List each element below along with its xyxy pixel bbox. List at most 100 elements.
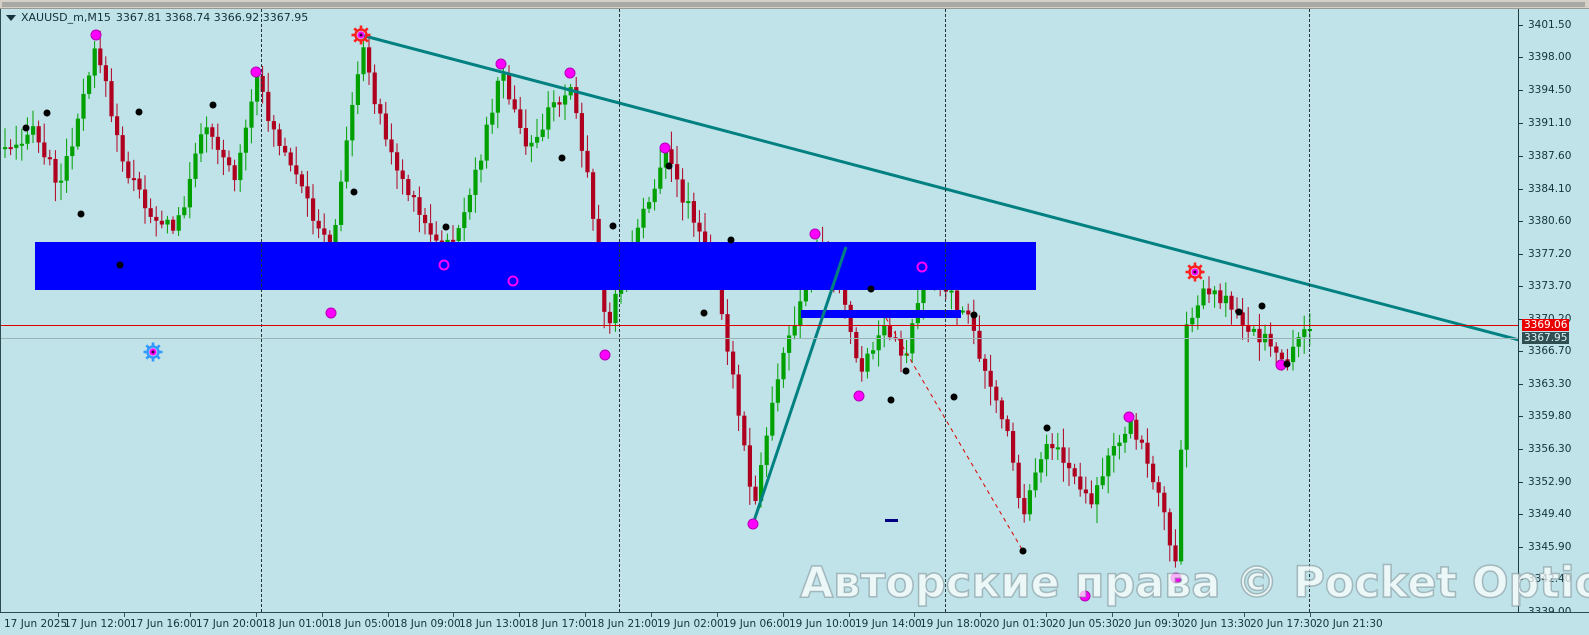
ask-price-line [1,338,1518,339]
time-tick [519,613,520,617]
black-dot-marker [209,101,217,109]
black-dot-marker [700,309,708,317]
time-axis-label: 19 Jun 18:00 [920,618,987,630]
price-tick [1519,481,1523,483]
ask-price-badge: 3367.95 [1522,332,1570,344]
time-axis-label: 18 Jun 05:00 [328,618,395,630]
time-tick [124,613,125,617]
time-tick [1046,613,1047,617]
magenta-dot-marker [1079,590,1091,602]
time-axis-label: 19 Jun 14:00 [855,618,922,630]
time-tick [849,613,850,617]
time-axis-label: 20 Jun 17:30 [1250,618,1317,630]
price-tick [1519,24,1523,26]
magenta-dot-marker [564,67,576,79]
black-dot-marker [350,188,358,196]
descending-red-dashed[interactable] [885,317,1024,552]
descending-resistance[interactable] [360,33,1518,342]
time-axis-label: 17 Jun 16:00 [130,618,197,630]
time-axis-label: 17 Jun 20:00 [196,618,263,630]
session-separator-line [619,9,620,612]
time-axis-label: 18 Jun 09:00 [394,618,461,630]
black-dot-marker [77,210,85,218]
price-tick [1519,579,1523,581]
time-tick [585,613,586,617]
trendline-layer [360,33,1518,552]
black-dot-marker [609,222,617,230]
magenta-dot-marker [1170,572,1182,584]
price-tick [1519,514,1523,516]
time-tick [388,613,389,617]
price-tick [1519,188,1523,190]
price-axis-label: 3349.40 [1528,508,1572,521]
major-supply-zone [35,242,1036,290]
magenta-hollow-marker [916,261,928,273]
time-tick [1310,613,1311,617]
magenta-dot-marker [250,66,262,78]
sun-marker-blue [143,342,163,362]
time-axis-label: 19 Jun 06:00 [723,618,790,630]
price-axis-label: 3352.90 [1528,475,1572,488]
magenta-dot-marker [853,390,865,402]
price-tick [1519,155,1523,157]
black-dot-marker [887,396,895,404]
magenta-dot-marker [599,349,611,361]
chevron-down-icon[interactable] [6,14,16,21]
time-tick [322,613,323,617]
magenta-dot-marker [325,307,337,319]
time-axis-label: 19 Jun 02:00 [657,618,724,630]
magenta-dot-marker [659,142,671,154]
time-tick [1112,613,1113,617]
time-axis[interactable]: 17 Jun 2025 17 Jun 12:00 17 Jun 16:00 17 Ju… [0,612,1589,635]
price-axis-label: 3366.70 [1528,345,1572,358]
black-dot-marker [1043,424,1051,432]
price-axis-label: 3342.40 [1528,573,1572,586]
minor-demand-zone [801,310,961,318]
price-tick [1519,318,1523,320]
time-axis-label: 20 Jun 21:30 [1316,618,1383,630]
time-axis-label: 20 Jun 13:30 [1184,618,1251,630]
session-separator-line [945,9,946,612]
black-dot-marker [43,109,51,117]
price-tick [1519,383,1523,385]
price-axis-label: 3398.00 [1528,51,1572,64]
price-axis[interactable]: 3401.50 3398.00 3394.50 3391.10 3387.60 3384.… [1518,9,1589,618]
ascending-support[interactable] [751,246,848,525]
time-tick [651,613,652,617]
time-tick [783,613,784,617]
price-axis-label: 3377.20 [1528,247,1572,260]
magenta-hollow-marker [507,275,519,287]
magenta-dot-marker [1123,411,1135,423]
black-dot-marker [22,124,30,132]
time-tick [190,613,191,617]
chart-plot-area[interactable] [0,9,1518,612]
horizontal-scrollbar[interactable] [0,0,1589,9]
magenta-dot-marker [90,29,102,41]
symbol-timeframe-label: XAUUSD_m,M15 [21,11,111,24]
price-tick [1519,416,1523,418]
time-axis-label: 20 Jun 09:30 [1118,618,1185,630]
black-dot-marker [1283,360,1291,368]
price-tick [1519,546,1523,548]
time-axis-label: 18 Jun 01:00 [262,618,329,630]
time-axis-label: 18 Jun 17:00 [525,618,592,630]
black-dot-marker [116,261,124,269]
scrollbar-thumb[interactable] [2,2,1585,7]
time-tick [1244,613,1245,617]
time-axis-label: 20 Jun 05:30 [1052,618,1119,630]
price-axis-label: 3356.30 [1528,443,1572,456]
black-dot-marker [135,108,143,116]
time-axis-label: 17 Jun 2025 [4,618,68,630]
time-axis-label: 19 Jun 10:00 [789,618,856,630]
black-dot-marker [902,367,910,375]
time-tick [914,613,915,617]
time-tick [58,613,59,617]
price-tick [1519,449,1523,451]
price-axis-label: 3391.10 [1528,117,1572,130]
price-tick [1519,286,1523,288]
time-tick [256,613,257,617]
magenta-hollow-marker [438,259,450,271]
time-axis-label: 17 Jun 12:00 [64,618,131,630]
price-tick [1519,221,1523,223]
price-axis-label: 3394.50 [1528,83,1572,96]
